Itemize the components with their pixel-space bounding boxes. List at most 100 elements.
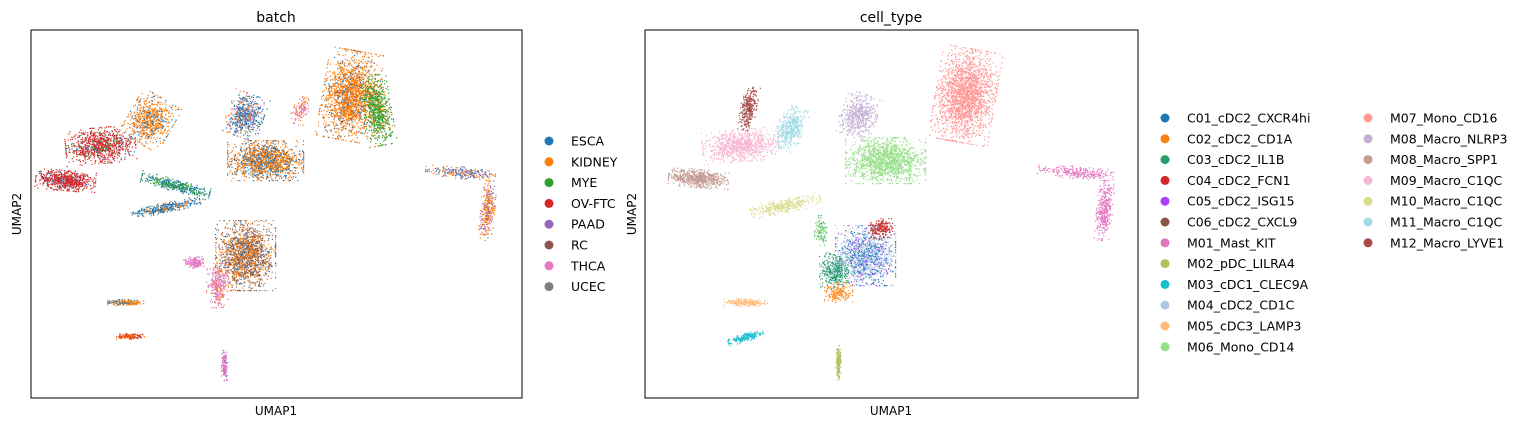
data-point	[363, 89, 365, 91]
data-point	[343, 108, 345, 110]
data-point	[374, 110, 376, 112]
data-point	[362, 56, 364, 58]
data-point	[350, 113, 352, 115]
data-point	[389, 111, 391, 113]
data-point	[376, 97, 378, 99]
data-point	[341, 114, 343, 116]
data-point	[241, 111, 243, 113]
data-point	[344, 96, 346, 98]
data-point	[327, 90, 329, 92]
data-point	[377, 125, 379, 127]
data-point	[270, 165, 272, 168]
data-point	[277, 174, 279, 176]
data-point	[356, 53, 358, 55]
data-point	[348, 107, 350, 109]
data-point	[269, 164, 271, 166]
data-point	[328, 95, 330, 97]
data-point	[119, 134, 121, 136]
data-point	[252, 154, 254, 157]
data-point	[327, 136, 329, 138]
data-point	[283, 149, 285, 151]
data-point	[354, 116, 356, 118]
data-point	[372, 102, 374, 104]
data-point	[294, 161, 296, 163]
data-point	[256, 164, 258, 167]
data-point	[75, 154, 78, 156]
data-point	[250, 159, 252, 161]
data-point	[244, 120, 246, 122]
data-point	[365, 94, 367, 96]
data-point	[365, 73, 367, 75]
data-point	[71, 144, 73, 146]
data-point	[342, 47, 344, 50]
data-point	[334, 73, 336, 75]
data-point	[120, 136, 122, 138]
data-point	[325, 73, 327, 75]
data-point	[373, 116, 375, 118]
data-point	[254, 156, 256, 158]
data-point	[234, 163, 236, 165]
data-point	[295, 167, 297, 169]
data-point	[281, 170, 283, 172]
data-point	[374, 78, 376, 80]
data-point	[343, 120, 345, 122]
data-point	[252, 118, 255, 120]
data-point	[386, 81, 388, 83]
panel-batch: batch UMAP1 UMAP2 ESCAKIDNEYMYEOV-FTCPAA…	[10, 10, 618, 418]
data-point	[366, 91, 368, 93]
data-point	[363, 120, 366, 122]
data-point	[349, 76, 351, 79]
data-point	[324, 127, 326, 129]
data-point	[337, 80, 339, 82]
data-point	[372, 101, 374, 103]
data-point	[247, 163, 249, 165]
data-point	[292, 158, 294, 160]
data-point	[357, 79, 359, 82]
data-point	[262, 160, 264, 163]
data-point	[370, 93, 372, 95]
data-point	[241, 99, 244, 101]
data-point	[365, 99, 367, 102]
data-point	[354, 79, 356, 81]
data-point	[286, 146, 288, 148]
data-point	[378, 134, 380, 137]
data-point	[345, 114, 347, 116]
data-point	[345, 96, 347, 98]
data-point	[280, 166, 282, 168]
data-point	[378, 145, 380, 147]
data-point	[245, 115, 247, 118]
data-point	[340, 121, 342, 123]
data-point	[78, 136, 80, 138]
data-point	[325, 106, 327, 108]
data-point	[384, 118, 386, 120]
data-point	[358, 131, 360, 133]
data-point	[339, 62, 342, 64]
data-point	[284, 180, 286, 182]
data-point	[264, 115, 266, 117]
data-point	[103, 162, 105, 164]
data-point	[249, 126, 251, 128]
data-point	[84, 131, 86, 133]
data-point	[269, 100, 271, 102]
data-point	[259, 180, 261, 182]
data-point	[372, 81, 374, 83]
data-point	[341, 106, 343, 109]
data-point	[65, 154, 67, 156]
data-point	[347, 79, 349, 82]
data-point	[353, 96, 355, 98]
data-point	[350, 57, 352, 59]
data-point	[357, 91, 359, 93]
data-point	[386, 122, 388, 124]
data-point	[387, 119, 389, 121]
data-point	[232, 114, 235, 116]
data-point	[270, 159, 272, 162]
data-point	[244, 140, 246, 142]
data-point	[378, 113, 380, 115]
data-point	[266, 175, 268, 177]
data-point	[292, 172, 294, 174]
data-point	[378, 103, 380, 105]
data-point	[281, 151, 283, 153]
data-point	[241, 163, 243, 165]
data-point	[64, 138, 66, 141]
data-point	[359, 52, 361, 54]
